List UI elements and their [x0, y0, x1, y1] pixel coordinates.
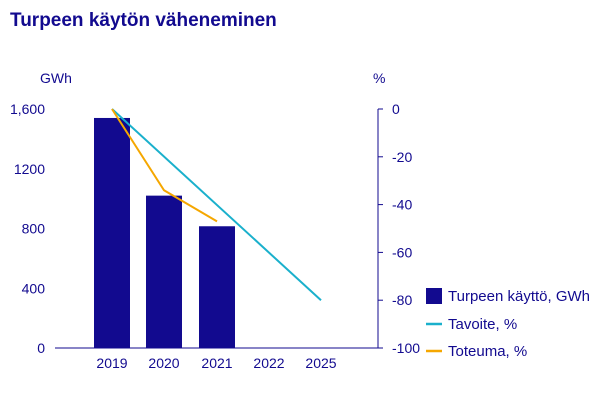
- x-tick-label: 2019: [96, 355, 127, 371]
- right-tick-label: 0: [392, 101, 400, 117]
- x-axis-ticks: 2019 2020 2021 2022 2025: [96, 355, 336, 371]
- right-axis-ticks: 0 -20 -40 -60 -80 -100: [378, 101, 420, 356]
- left-tick-label: 800: [22, 221, 46, 237]
- left-tick-label: 1,600: [10, 101, 45, 117]
- right-tick-label: -100: [392, 340, 420, 356]
- right-tick-label: -80: [392, 292, 412, 308]
- right-tick-label: -20: [392, 149, 412, 165]
- x-tick-label: 2021: [201, 355, 232, 371]
- right-axis-unit: %: [373, 70, 385, 86]
- right-tick-label: -40: [392, 197, 412, 213]
- bar-series: [94, 117, 235, 349]
- legend: Turpeen käyttö, GWh Tavoite, % Toteuma, %: [426, 288, 590, 360]
- right-tick-label: -60: [392, 244, 412, 260]
- bar-2020: [146, 195, 182, 348]
- left-tick-label: 400: [22, 280, 46, 296]
- left-tick-label: 1200: [14, 161, 45, 177]
- legend-swatch-bar: [426, 288, 442, 304]
- x-tick-label: 2020: [148, 355, 179, 371]
- left-axis-ticks: 0 400 800 1200 1,600: [10, 101, 45, 356]
- x-tick-label: 2025: [305, 355, 336, 371]
- x-tick-label: 2022: [253, 355, 284, 371]
- chart-title: Turpeen käytön väheneminen: [10, 10, 277, 31]
- left-tick-label: 0: [37, 340, 45, 356]
- line-toteuma: [111, 108, 218, 223]
- bar-2021: [199, 226, 235, 348]
- line-tavoite: [111, 108, 322, 301]
- line-series: [111, 108, 322, 301]
- bar-2019: [94, 117, 130, 349]
- left-axis-unit: GWh: [40, 70, 72, 86]
- legend-label: Turpeen käyttö, GWh: [448, 288, 590, 305]
- legend-label: Toteuma, %: [448, 343, 527, 360]
- legend-label: Tavoite, %: [448, 316, 517, 333]
